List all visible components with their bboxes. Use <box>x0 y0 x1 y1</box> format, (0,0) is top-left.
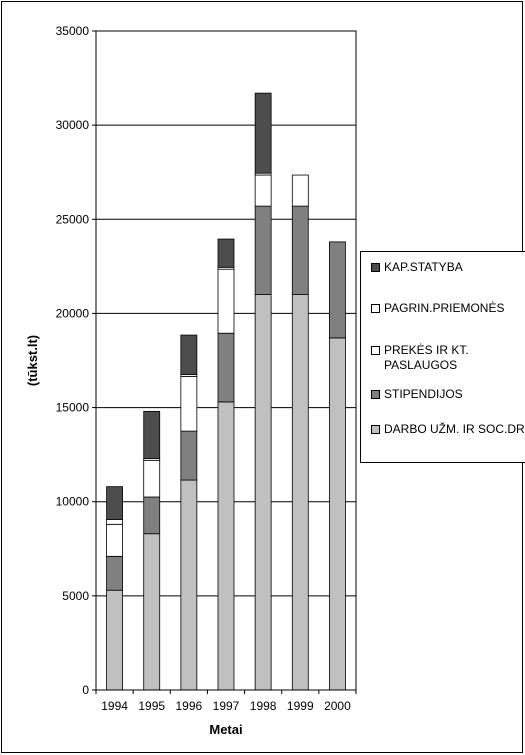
bar-segment <box>143 496 161 535</box>
y-tick-label: 15000 <box>56 401 90 415</box>
bar-segment <box>143 459 161 498</box>
x-tick-label: 1999 <box>287 699 314 713</box>
legend-item: KAP.STATYBA <box>371 260 525 275</box>
bar-segment <box>180 334 198 376</box>
bar-segment <box>180 430 198 481</box>
bar-segment <box>254 294 272 691</box>
x-tick-label: 1995 <box>138 699 165 713</box>
bar-segment <box>329 337 346 691</box>
legend-label: STIPENDIJOS <box>384 387 463 401</box>
bar-segment <box>291 294 309 691</box>
legend-item: DARBO UŽM. IR SOC.DR. <box>371 422 525 437</box>
bar-segment <box>106 589 123 691</box>
bar-segment <box>254 205 272 295</box>
legend-item: PREKĖS IR KT. PASLAUGOS <box>371 343 525 373</box>
legend-item: STIPENDIJOS <box>371 387 525 402</box>
bar-segment <box>291 205 309 295</box>
bar-segment <box>254 174 272 207</box>
bar-segment <box>106 486 123 521</box>
legend-label: PAGRIN.PRIEMONĖS <box>384 301 505 315</box>
y-tick-label: 20000 <box>56 306 90 320</box>
y-tick-label: 0 <box>82 683 89 697</box>
bars <box>106 92 346 691</box>
legend: KAP.STATYBA PAGRIN.PRIEMONĖS PREKĖS IR KT.… <box>360 251 525 463</box>
bar-segment <box>180 479 198 691</box>
y-tick-label: 35000 <box>56 24 90 38</box>
y-axis-label: (tūkst.lt) <box>25 335 40 386</box>
bar-segment <box>106 555 123 591</box>
x-tick-label: 1994 <box>101 699 128 713</box>
bar-segment <box>217 268 235 334</box>
bar-segment <box>143 410 161 459</box>
bar-segment <box>106 523 123 557</box>
bar-segment <box>291 174 309 207</box>
x-tick-label: 1997 <box>213 699 240 713</box>
gridlines <box>96 124 356 597</box>
bar-segment <box>329 241 346 339</box>
legend-swatch <box>371 304 380 313</box>
legend-swatch <box>371 346 380 355</box>
legend-label: PREKĖS IR KT. PASLAUGOS <box>384 343 469 372</box>
bar-segment <box>217 332 235 403</box>
bar-segment <box>217 238 235 268</box>
y-tick-label: 10000 <box>56 495 90 509</box>
y-tick-label: 25000 <box>56 212 90 226</box>
x-tick-label: 1996 <box>176 699 203 713</box>
x-axis-label: Metai <box>209 722 242 737</box>
x-tick-label: 1998 <box>250 699 277 713</box>
y-axis-ticks: 0 5000 10000 15000 20000 25000 30000 35000 <box>56 24 96 697</box>
legend-swatch <box>371 263 380 272</box>
x-tick-label: 2000 <box>324 699 351 713</box>
bar-segment <box>254 92 272 174</box>
legend-label: DARBO UŽM. IR SOC.DR. <box>384 422 525 436</box>
legend-label: KAP.STATYBA <box>384 260 463 274</box>
legend-swatch <box>371 425 380 434</box>
plot-area <box>95 30 357 691</box>
bar-segment <box>180 376 198 432</box>
legend-swatch <box>371 390 380 399</box>
bar-segment <box>106 519 123 525</box>
bar-segment <box>143 533 161 691</box>
bar-segment <box>217 401 235 691</box>
y-tick-label: 30000 <box>56 118 90 132</box>
legend-item: PAGRIN.PRIEMONĖS <box>371 301 525 316</box>
x-axis-ticks: 1994 1995 1996 1997 1998 1999 2000 <box>95 690 357 713</box>
y-tick-label: 5000 <box>62 589 89 603</box>
